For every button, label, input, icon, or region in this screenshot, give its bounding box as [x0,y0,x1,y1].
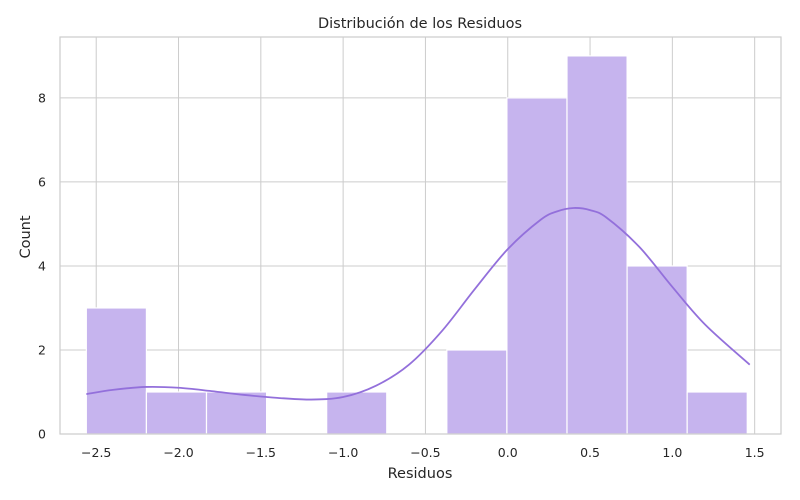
x-tick-label: 0.5 [580,445,600,460]
plot-border [59,36,782,435]
histogram-bar [85,307,148,435]
tick-labels: −2.5 −2.0 −1.5 −1.0 −0.5 0.0 0.5 1.0 1.5 0 2 4 6 8 [38,90,765,460]
x-tick-label: −2.0 [163,445,193,460]
axes-frame [59,36,782,435]
histogram-bar [686,391,748,435]
histogram-bar [506,97,568,435]
x-tick-label: 1.5 [745,445,765,460]
histogram-bars [85,55,748,435]
x-tick-label: −0.5 [410,445,440,460]
y-tick-label: 0 [38,427,46,442]
kde-curve [86,207,751,401]
y-tick-label: 6 [38,174,46,189]
histogram-bar [566,55,628,435]
x-tick-label: −1.5 [246,445,276,460]
y-tick-label: 2 [38,342,46,357]
x-axis-label: Residuos [388,466,453,482]
y-tick-label: 4 [38,258,46,273]
y-tick-label: 8 [38,90,46,105]
chart-title: Distribución de los Residuos [318,16,522,32]
x-tick-label: 1.0 [662,445,682,460]
x-tick-label: −2.5 [81,445,111,460]
histogram-bar [446,349,508,435]
y-axis-label: Count [18,215,34,258]
x-tick-label: −1.0 [328,445,358,460]
histogram-bar [145,391,208,435]
histogram-bar [205,391,268,435]
histogram-bar [626,265,688,435]
kde-curve-group [86,207,751,401]
x-tick-label: 0.0 [498,445,518,460]
